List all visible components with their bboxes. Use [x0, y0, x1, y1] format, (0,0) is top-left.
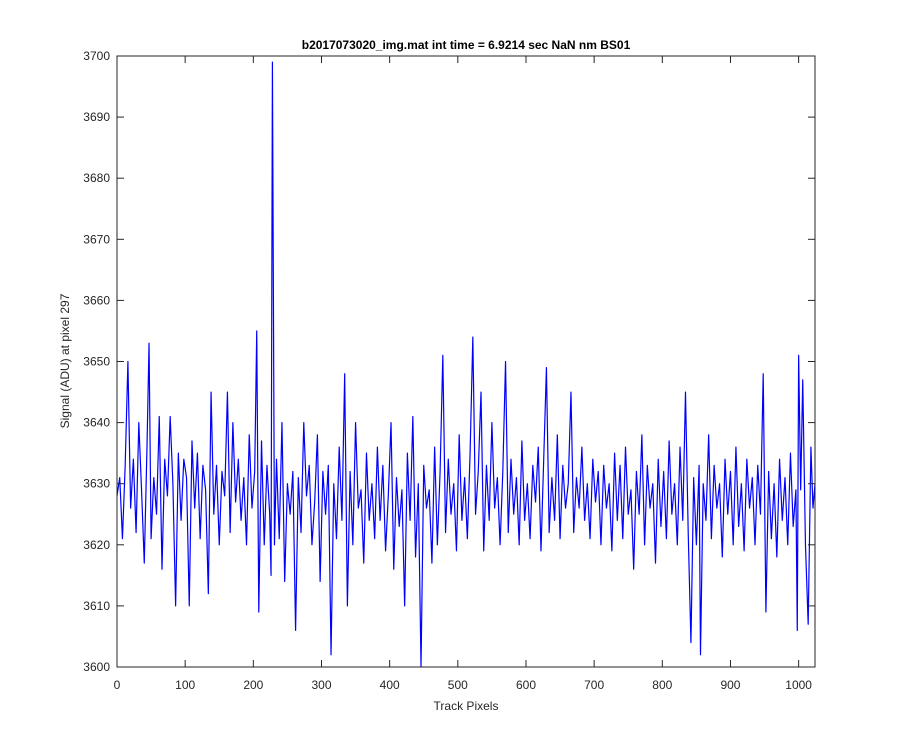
- y-tick-label: 3600: [83, 660, 110, 674]
- y-tick-label: 3660: [83, 293, 110, 307]
- y-tick-label: 3610: [83, 599, 110, 613]
- x-tick-label: 1000: [785, 678, 812, 692]
- x-axis-ticks: 0 100 200 300 400 500 600 700 800 900 1000: [114, 56, 812, 692]
- axes-background: [117, 56, 815, 667]
- y-tick-label: 3700: [83, 49, 110, 63]
- x-tick-label: 100: [175, 678, 195, 692]
- y-tick-label: 3620: [83, 538, 110, 552]
- x-tick-label: 800: [652, 678, 672, 692]
- y-tick-label: 3690: [83, 110, 110, 124]
- x-tick-label: 400: [380, 678, 400, 692]
- x-tick-label: 300: [311, 678, 331, 692]
- y-tick-label: 3650: [83, 355, 110, 369]
- x-tick-label: 900: [720, 678, 740, 692]
- y-axis-ticks: 3600 3610 3620 3630 3640 3650 3660 3670 3680 3690…: [83, 49, 815, 674]
- x-tick-label: 700: [584, 678, 604, 692]
- x-tick-label: 200: [243, 678, 263, 692]
- y-tick-label: 3680: [83, 171, 110, 185]
- x-axis-label: Track Pixels: [434, 699, 499, 713]
- y-axis-label: Signal (ADU) at pixel 297: [58, 293, 72, 428]
- x-tick-label: 0: [114, 678, 121, 692]
- plot-area: [116, 55, 816, 668]
- x-tick-label: 500: [448, 678, 468, 692]
- x-tick-label: 600: [516, 678, 536, 692]
- chart-title: b2017073020_img.mat int time = 6.9214 se…: [302, 38, 631, 52]
- y-tick-label: 3640: [83, 416, 110, 430]
- y-tick-label: 3630: [83, 477, 110, 491]
- series-line-0: [116, 61, 816, 668]
- data-layer: [116, 61, 816, 668]
- y-tick-label: 3670: [83, 232, 110, 246]
